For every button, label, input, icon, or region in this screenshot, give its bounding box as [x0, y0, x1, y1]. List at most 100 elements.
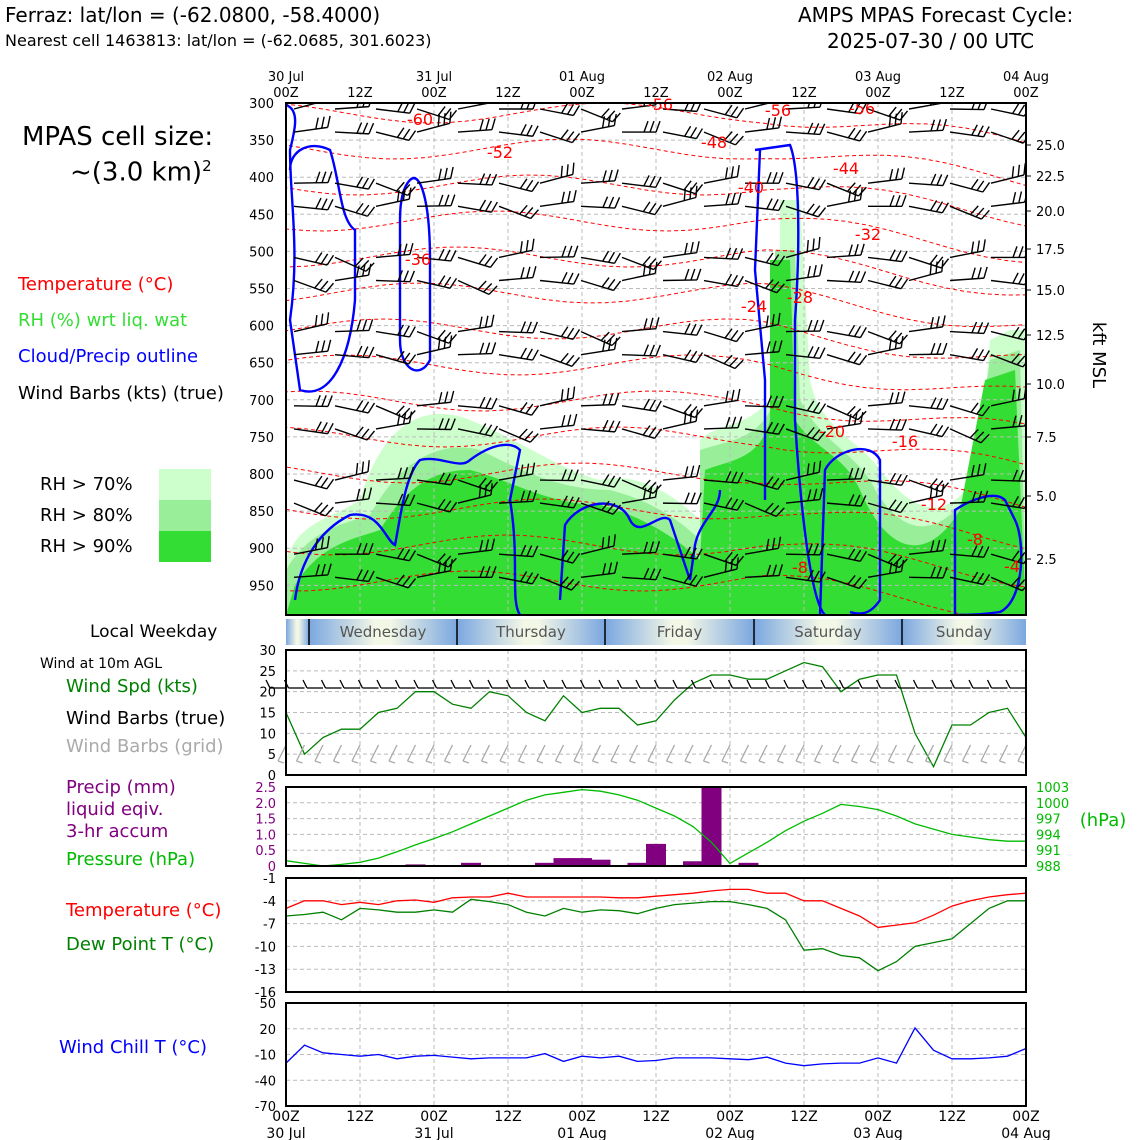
temp-contour-label: -32	[855, 225, 881, 244]
wind-panel-ytick: 0	[268, 769, 276, 784]
wind-barb	[744, 103, 779, 110]
windchill-panel-ytick: 50	[259, 997, 276, 1012]
wind-barb	[949, 266, 988, 282]
temp-panel-ytick: -16	[255, 986, 276, 1001]
wind-barb	[703, 416, 743, 430]
wind-barb	[293, 197, 334, 211]
temp-panel-ytick: -10	[255, 940, 276, 955]
kft-tick: 22.5	[1036, 170, 1065, 185]
temp-contour	[286, 138, 1026, 186]
wind-barb	[293, 421, 334, 435]
wind-barb	[990, 129, 1026, 144]
surface-wind-barb	[709, 679, 730, 689]
wind-barb	[990, 550, 1026, 565]
wind-barb	[539, 386, 576, 407]
top-hour-tick: 00Z	[421, 86, 447, 101]
cloud-outline	[753, 149, 767, 500]
wind-barb	[703, 192, 742, 208]
top-hour-tick: 12Z	[939, 86, 965, 101]
wind-barb	[703, 497, 745, 511]
wind-barb	[908, 423, 950, 438]
weekday-band	[457, 619, 605, 645]
cloud-outline	[558, 489, 722, 601]
wind-barb	[580, 393, 620, 407]
wind-barb	[622, 120, 661, 133]
grid-wind-barb	[961, 744, 972, 764]
wind-barb	[334, 202, 376, 217]
weekday-band	[754, 619, 902, 645]
pressure-tick: 450	[249, 208, 274, 223]
wind-barb	[580, 330, 621, 347]
bottom-hour-tick: 00Z	[1012, 1109, 1039, 1125]
grid-wind-barb	[295, 744, 306, 764]
grid-wind-barb	[850, 744, 861, 764]
pressure-tick: 550	[249, 283, 274, 298]
wind-barb	[334, 400, 376, 414]
precip-panel-ytick: 1.0	[255, 828, 276, 843]
local-weekday-label: Local Weekday	[90, 622, 218, 642]
wind-barb	[621, 425, 663, 439]
pressure-line	[285, 788, 1026, 867]
wind-barb	[703, 557, 739, 578]
pressure-tick: 700	[249, 394, 274, 409]
wind-barb	[785, 264, 823, 282]
bottom-hour-tick: 00Z	[716, 1109, 743, 1125]
wind-barb	[662, 103, 703, 113]
wind-barb	[457, 423, 499, 437]
cell-size-label: MPAS cell size:	[22, 122, 214, 152]
wind-barb	[293, 115, 331, 133]
wind-barb	[621, 175, 662, 189]
legend-rh90: RH > 90%	[40, 536, 133, 557]
grid-wind-barb	[443, 744, 454, 764]
grid-wind-barb	[776, 744, 787, 764]
legend-rh80: RH > 80%	[40, 505, 133, 526]
grid-wind-barb	[610, 744, 620, 764]
wind-barb	[949, 463, 987, 481]
surface-wind-barb	[764, 679, 786, 689]
surface-wind-barb	[265, 679, 286, 689]
weekday-label: Saturday	[794, 623, 862, 641]
wind-barb	[867, 249, 908, 263]
wind-barb	[416, 329, 458, 344]
wind-barb	[908, 483, 945, 504]
pressure-ytick: 994	[1036, 828, 1061, 843]
top-date-tick: 31 Jul	[416, 70, 452, 85]
bottom-date-tick: 03 Aug	[853, 1126, 903, 1140]
wind-barb	[785, 177, 827, 191]
wind-barb	[867, 335, 904, 356]
kft-tick: 20.0	[1036, 205, 1065, 220]
kft-tick: 15.0	[1036, 284, 1065, 299]
wind-barb	[293, 339, 332, 356]
surface-wind-barb	[505, 679, 527, 689]
wind-barb	[867, 275, 909, 290]
wind-barb	[990, 353, 1026, 368]
surface-wind-barb	[672, 679, 693, 689]
wind-barb	[867, 472, 908, 487]
cycle-title: AMPS MPAS Forecast Cycle:	[798, 3, 1074, 27]
wind-barb	[293, 252, 335, 266]
wind-barb	[908, 315, 946, 333]
dewpoint-line	[285, 898, 1026, 972]
surface-wind-barb	[376, 679, 397, 689]
pressure-tick: 750	[249, 431, 274, 446]
wind-barb	[662, 125, 704, 140]
temp-legend: Temperature (°C)	[66, 900, 222, 921]
grid-wind-barb	[573, 744, 583, 764]
wind-barb	[621, 344, 662, 357]
wind-barb	[498, 462, 536, 481]
kft-tick: 25.0	[1036, 139, 1065, 154]
temp-contour-label: -48	[701, 133, 727, 152]
wind-barb	[908, 397, 949, 411]
wind-barb	[785, 460, 822, 481]
wind-barb	[416, 248, 457, 262]
grid-wind-barb	[702, 744, 713, 764]
wind-barb	[334, 176, 375, 190]
wind-speed-legend: Wind Spd (kts)	[66, 676, 198, 697]
grid-wind-barb	[943, 744, 953, 764]
legend-cloud: Cloud/Precip outline	[18, 346, 199, 367]
wind-barb	[539, 413, 578, 430]
kft-tick: 2.5	[1036, 553, 1057, 568]
wind-barb	[949, 321, 990, 335]
wind-barb	[826, 467, 866, 481]
legend-rh: RH (%) wrt liq. wat	[18, 310, 188, 331]
